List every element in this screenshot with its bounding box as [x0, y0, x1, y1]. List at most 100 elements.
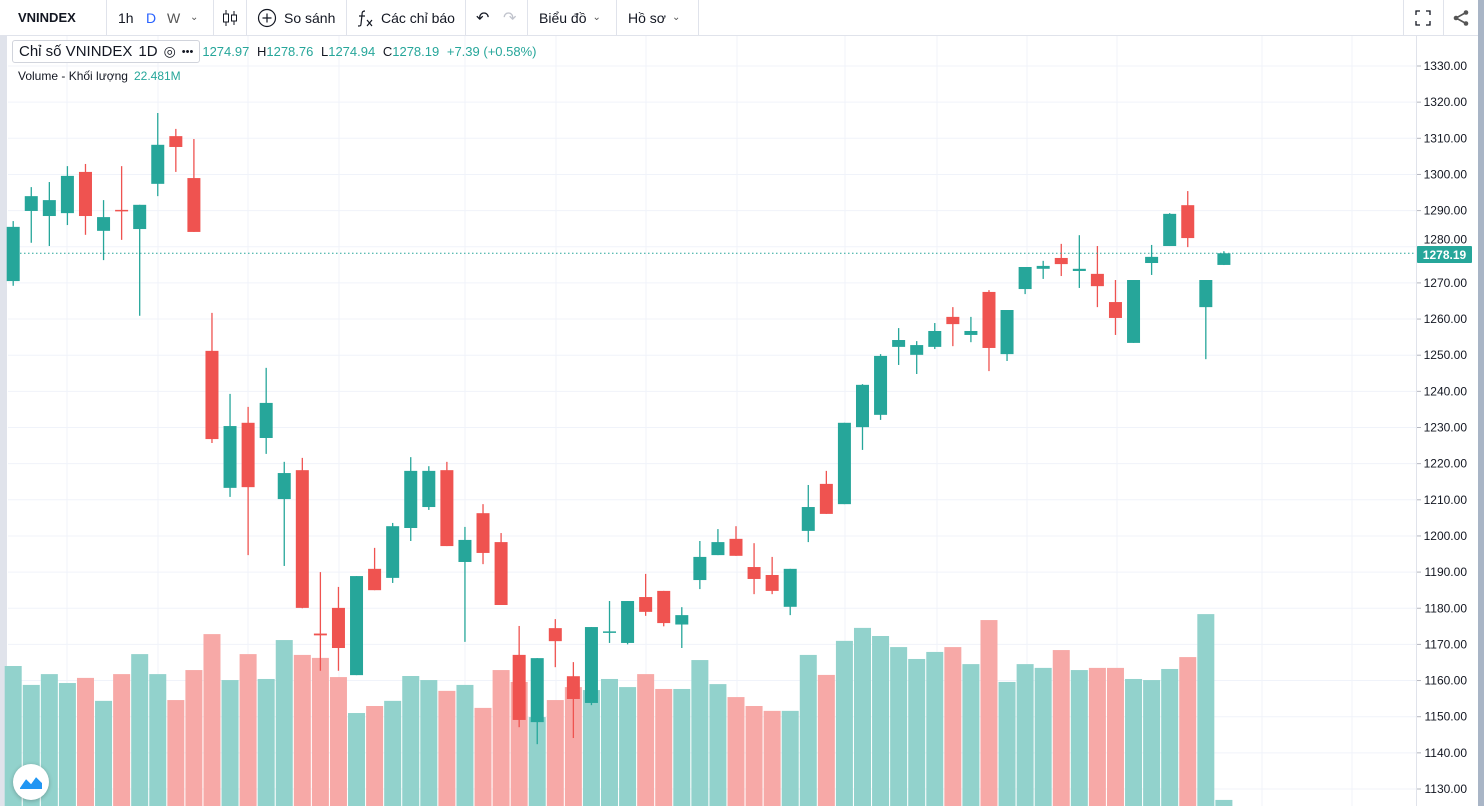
tradingview-logo-icon[interactable] — [13, 764, 49, 800]
candle-body — [422, 470, 436, 508]
series-title: Chỉ số VNINDEX — [19, 43, 133, 60]
chevron-down-icon: ⌄ — [671, 12, 681, 23]
volume-bar — [1052, 650, 1070, 806]
volume-bar — [1070, 670, 1088, 806]
volume-bar — [564, 687, 582, 806]
candle-body — [512, 654, 526, 720]
candle-body — [801, 507, 815, 531]
volume-bar — [872, 636, 890, 806]
divider — [616, 0, 617, 35]
fullscreen-icon[interactable] — [1414, 0, 1432, 35]
volume-bar — [980, 620, 998, 806]
volume-bar — [1161, 668, 1179, 806]
candle-body — [675, 615, 689, 625]
interval-w[interactable]: W — [167, 9, 181, 26]
volume-bar — [384, 700, 402, 806]
candle-body — [946, 316, 960, 325]
divider — [465, 0, 466, 35]
volume-bar — [348, 713, 366, 806]
volume-bar — [817, 674, 835, 806]
candle-body — [404, 470, 418, 528]
candle-body — [711, 542, 725, 556]
candle-body — [60, 175, 74, 214]
price-axis-label: 1190.00 — [1425, 565, 1468, 579]
volume-bar — [293, 654, 311, 806]
top-toolbar: VNINDEX 1h D W ⌄ So sánh Các chỉ báo ↶ ↷… — [0, 0, 1478, 36]
volume-bar — [113, 674, 131, 806]
candle-body — [350, 576, 364, 676]
volume-bar — [1016, 664, 1034, 806]
volume-bar — [1034, 667, 1052, 806]
interval-dropdown-chevron-icon[interactable]: ⌄ — [190, 12, 199, 23]
more-options-icon[interactable]: ••• — [181, 45, 194, 58]
profile-menu-button[interactable]: Hồ sơ ⌄ — [628, 0, 680, 35]
high-value: 1278.76 — [266, 44, 314, 59]
volume-bar — [239, 654, 257, 806]
divider — [106, 0, 107, 35]
volume-bar — [528, 717, 546, 806]
candle-body — [1072, 268, 1086, 271]
volume-bar — [1125, 678, 1143, 806]
candle-body — [819, 483, 833, 514]
profile-menu-label: Hồ sơ — [628, 9, 666, 26]
candle-body — [566, 676, 580, 699]
candle-body — [187, 178, 201, 232]
volume-bar — [745, 706, 763, 806]
redo-icon[interactable]: ↷ — [503, 9, 517, 27]
candle-body — [115, 209, 129, 212]
volume-bar — [835, 640, 853, 806]
volume-bar — [926, 651, 944, 806]
series-title-box[interactable]: Chỉ số VNINDEX 1D ◎ ••• — [12, 40, 201, 63]
volume-bar — [149, 674, 167, 806]
share-icon[interactable] — [1452, 0, 1470, 35]
candle-body — [1217, 253, 1231, 265]
candle-body — [874, 355, 888, 415]
candle-body — [1054, 257, 1068, 265]
volume-bar — [637, 674, 655, 806]
candle-body — [910, 345, 924, 355]
divider — [246, 0, 247, 35]
open-value: 1274.97 — [202, 44, 250, 59]
volume-bar — [1215, 799, 1233, 806]
scrollbar[interactable] — [1478, 0, 1484, 806]
compare-button[interactable]: So sánh — [257, 0, 335, 35]
candle-body — [151, 144, 165, 184]
close-key: C — [382, 44, 393, 59]
candle-body — [1127, 280, 1141, 343]
candle-body — [1163, 213, 1177, 247]
price-axis-label: 1310.00 — [1424, 131, 1468, 145]
volume-legend: Volume - Khối lượng 22.481M — [18, 69, 181, 83]
candle-body — [277, 473, 291, 500]
series-interval: 1D — [138, 43, 158, 60]
candle-body — [313, 633, 327, 636]
indicators-button[interactable]: Các chỉ báo — [357, 0, 455, 35]
candlestick-type-button[interactable] — [221, 0, 239, 35]
candle-body — [584, 627, 598, 703]
symbol-search-button[interactable]: VNINDEX — [18, 10, 76, 25]
interval-d[interactable]: D — [146, 9, 157, 26]
candle-body — [928, 330, 942, 347]
last-price-badge: 1278.19 — [1417, 246, 1472, 263]
price-axis-label: 1290.00 — [1424, 204, 1468, 218]
eye-icon[interactable]: ◎ — [163, 43, 176, 59]
volume-bar — [167, 700, 185, 806]
candle-body — [693, 556, 707, 581]
price-axis-label: 1260.00 — [1424, 312, 1468, 326]
interval-1h[interactable]: 1h — [118, 9, 134, 26]
plus-circle-icon — [257, 8, 277, 27]
candle-body — [78, 171, 92, 217]
volume-bar — [582, 690, 600, 806]
volume-bar — [601, 678, 619, 806]
fx-icon — [357, 9, 373, 27]
volume-bar — [329, 677, 347, 806]
volume-bar — [58, 683, 76, 806]
price-axis-border — [1416, 36, 1417, 806]
volume-bar — [203, 634, 221, 806]
chart-menu-button[interactable]: Biểu đồ ⌄ — [539, 0, 601, 35]
divider — [213, 0, 214, 35]
candle-body — [295, 470, 309, 608]
undo-icon[interactable]: ↶ — [476, 9, 490, 27]
candle-body — [1199, 280, 1213, 308]
candle-body — [1181, 205, 1195, 239]
